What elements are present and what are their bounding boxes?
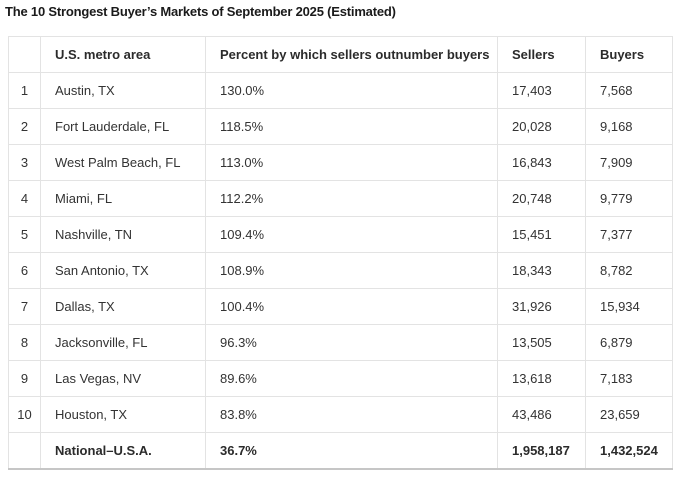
header-percent-outnumber: Percent by which sellers outnumber buyer… [205,36,498,73]
rank-cell: 1 [8,72,41,109]
sellers-cell: 15,451 [497,216,586,253]
table-row: 9 Las Vegas, NV 89.6% 13,618 7,183 [8,360,673,397]
sellers-cell: 20,748 [497,180,586,217]
percent-cell: 108.9% [205,252,498,289]
rank-cell [8,432,41,470]
buyers-cell: 8,782 [585,252,673,289]
buyers-cell: 7,377 [585,216,673,253]
sellers-cell: 43,486 [497,396,586,433]
table-body: 1 Austin, TX 130.0% 17,403 7,568 2 Fort Lauder… [8,72,673,470]
header-metro-area: U.S. metro area [40,36,206,73]
metro-area-cell: Jacksonville, FL [40,324,206,361]
percent-cell: 118.5% [205,108,498,145]
table-row: 7 Dallas, TX 100.4% 31,926 15,934 [8,288,673,325]
percent-cell: 130.0% [205,72,498,109]
table-row: 5 Nashville, TN 109.4% 15,451 7,377 [8,216,673,253]
sellers-cell: 16,843 [497,144,586,181]
header-sellers: Sellers [497,36,586,73]
rank-cell: 2 [8,108,41,145]
rank-cell: 8 [8,324,41,361]
metro-area-cell: San Antonio, TX [40,252,206,289]
buyers-markets-table: U.S. metro area Percent by which sellers… [8,36,673,470]
percent-cell: 36.7% [205,432,498,470]
national-summary-row: National–U.S.A. 36.7% 1,958,187 1,432,524 [8,432,673,470]
metro-area-cell: Nashville, TN [40,216,206,253]
metro-area-cell: Austin, TX [40,72,206,109]
percent-cell: 109.4% [205,216,498,253]
header-row: U.S. metro area Percent by which sellers… [8,36,673,73]
sellers-cell: 20,028 [497,108,586,145]
buyers-cell: 1,432,524 [585,432,673,470]
percent-cell: 100.4% [205,288,498,325]
buyers-cell: 9,779 [585,180,673,217]
metro-area-cell: Dallas, TX [40,288,206,325]
sellers-cell: 17,403 [497,72,586,109]
table-row: 1 Austin, TX 130.0% 17,403 7,568 [8,72,673,109]
percent-cell: 96.3% [205,324,498,361]
header-rank [8,36,41,73]
metro-area-cell: Houston, TX [40,396,206,433]
metro-area-cell: Miami, FL [40,180,206,217]
buyers-cell: 7,183 [585,360,673,397]
table-row: 6 San Antonio, TX 108.9% 18,343 8,782 [8,252,673,289]
buyers-cell: 7,909 [585,144,673,181]
rank-cell: 6 [8,252,41,289]
page-title: The 10 Strongest Buyer’s Markets of Sept… [5,4,396,19]
sellers-cell: 31,926 [497,288,586,325]
rank-cell: 9 [8,360,41,397]
table-row: 8 Jacksonville, FL 96.3% 13,505 6,879 [8,324,673,361]
sellers-cell: 13,505 [497,324,586,361]
table-row: 4 Miami, FL 112.2% 20,748 9,779 [8,180,673,217]
percent-cell: 89.6% [205,360,498,397]
rank-cell: 3 [8,144,41,181]
metro-area-cell: Fort Lauderdale, FL [40,108,206,145]
rank-cell: 7 [8,288,41,325]
rank-cell: 5 [8,216,41,253]
table-row: 2 Fort Lauderdale, FL 118.5% 20,028 9,168 [8,108,673,145]
percent-cell: 112.2% [205,180,498,217]
table-row: 3 West Palm Beach, FL 113.0% 16,843 7,909 [8,144,673,181]
metro-area-cell: National–U.S.A. [40,432,206,470]
table-row: 10 Houston, TX 83.8% 43,486 23,659 [8,396,673,433]
buyers-cell: 15,934 [585,288,673,325]
buyers-cell: 6,879 [585,324,673,361]
header-buyers: Buyers [585,36,673,73]
sellers-cell: 13,618 [497,360,586,397]
rank-cell: 4 [8,180,41,217]
buyers-cell: 23,659 [585,396,673,433]
metro-area-cell: West Palm Beach, FL [40,144,206,181]
sellers-cell: 18,343 [497,252,586,289]
percent-cell: 113.0% [205,144,498,181]
percent-cell: 83.8% [205,396,498,433]
buyers-cell: 9,168 [585,108,673,145]
rank-cell: 10 [8,396,41,433]
buyers-cell: 7,568 [585,72,673,109]
sellers-cell: 1,958,187 [497,432,586,470]
metro-area-cell: Las Vegas, NV [40,360,206,397]
